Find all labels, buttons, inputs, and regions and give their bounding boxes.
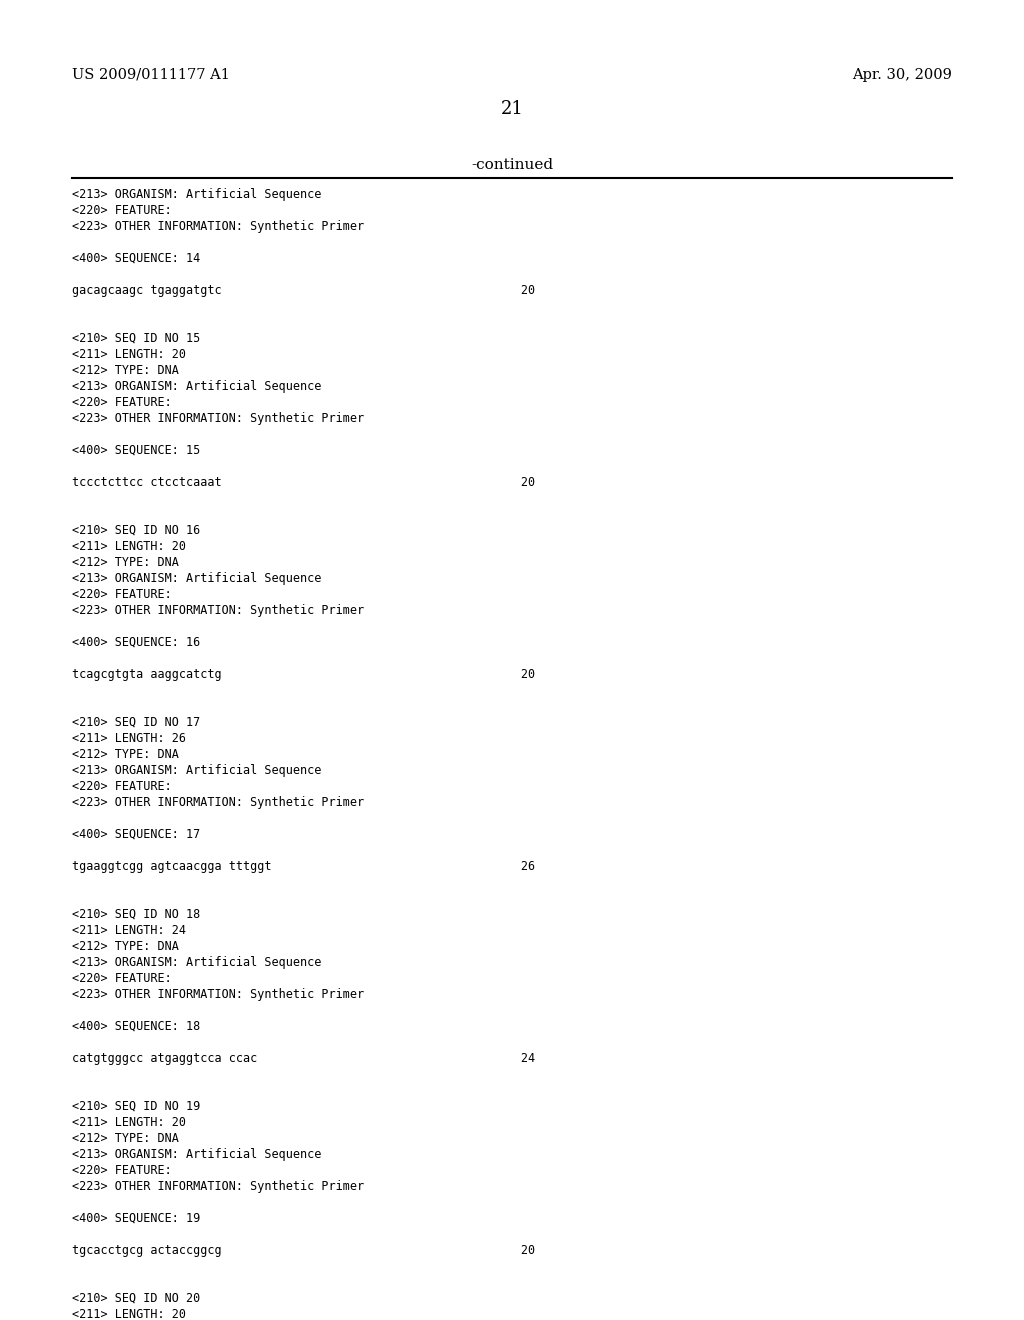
Text: <400> SEQUENCE: 19: <400> SEQUENCE: 19 [72,1212,201,1225]
Text: <220> FEATURE:: <220> FEATURE: [72,780,172,793]
Text: tcagcgtgta aaggcatctg                                          20: tcagcgtgta aaggcatctg 20 [72,668,536,681]
Text: <210> SEQ ID NO 19: <210> SEQ ID NO 19 [72,1100,201,1113]
Text: <213> ORGANISM: Artificial Sequence: <213> ORGANISM: Artificial Sequence [72,1148,322,1162]
Text: <223> OTHER INFORMATION: Synthetic Primer: <223> OTHER INFORMATION: Synthetic Prime… [72,1180,365,1193]
Text: <210> SEQ ID NO 15: <210> SEQ ID NO 15 [72,333,201,345]
Text: <212> TYPE: DNA: <212> TYPE: DNA [72,1133,179,1144]
Text: <400> SEQUENCE: 14: <400> SEQUENCE: 14 [72,252,201,265]
Text: gacagcaagc tgaggatgtc                                          20: gacagcaagc tgaggatgtc 20 [72,284,536,297]
Text: <220> FEATURE:: <220> FEATURE: [72,205,172,216]
Text: <212> TYPE: DNA: <212> TYPE: DNA [72,940,179,953]
Text: <210> SEQ ID NO 20: <210> SEQ ID NO 20 [72,1292,201,1305]
Text: <210> SEQ ID NO 18: <210> SEQ ID NO 18 [72,908,201,921]
Text: <220> FEATURE:: <220> FEATURE: [72,972,172,985]
Text: <400> SEQUENCE: 17: <400> SEQUENCE: 17 [72,828,201,841]
Text: <223> OTHER INFORMATION: Synthetic Primer: <223> OTHER INFORMATION: Synthetic Prime… [72,987,365,1001]
Text: <213> ORGANISM: Artificial Sequence: <213> ORGANISM: Artificial Sequence [72,380,322,393]
Text: <213> ORGANISM: Artificial Sequence: <213> ORGANISM: Artificial Sequence [72,572,322,585]
Text: -continued: -continued [471,158,553,172]
Text: <210> SEQ ID NO 17: <210> SEQ ID NO 17 [72,715,201,729]
Text: <211> LENGTH: 26: <211> LENGTH: 26 [72,733,186,744]
Text: <211> LENGTH: 20: <211> LENGTH: 20 [72,1115,186,1129]
Text: <211> LENGTH: 24: <211> LENGTH: 24 [72,924,186,937]
Text: <220> FEATURE:: <220> FEATURE: [72,396,172,409]
Text: <213> ORGANISM: Artificial Sequence: <213> ORGANISM: Artificial Sequence [72,187,322,201]
Text: tccctcttcc ctcctcaaat                                          20: tccctcttcc ctcctcaaat 20 [72,477,536,488]
Text: <212> TYPE: DNA: <212> TYPE: DNA [72,556,179,569]
Text: tgcacctgcg actaccggcg                                          20: tgcacctgcg actaccggcg 20 [72,1243,536,1257]
Text: <213> ORGANISM: Artificial Sequence: <213> ORGANISM: Artificial Sequence [72,956,322,969]
Text: <211> LENGTH: 20: <211> LENGTH: 20 [72,348,186,360]
Text: <223> OTHER INFORMATION: Synthetic Primer: <223> OTHER INFORMATION: Synthetic Prime… [72,220,365,234]
Text: <210> SEQ ID NO 16: <210> SEQ ID NO 16 [72,524,201,537]
Text: <223> OTHER INFORMATION: Synthetic Primer: <223> OTHER INFORMATION: Synthetic Prime… [72,796,365,809]
Text: <211> LENGTH: 20: <211> LENGTH: 20 [72,540,186,553]
Text: <223> OTHER INFORMATION: Synthetic Primer: <223> OTHER INFORMATION: Synthetic Prime… [72,412,365,425]
Text: <211> LENGTH: 20: <211> LENGTH: 20 [72,1308,186,1320]
Text: <212> TYPE: DNA: <212> TYPE: DNA [72,748,179,762]
Text: <223> OTHER INFORMATION: Synthetic Primer: <223> OTHER INFORMATION: Synthetic Prime… [72,605,365,616]
Text: <220> FEATURE:: <220> FEATURE: [72,587,172,601]
Text: 21: 21 [501,100,523,117]
Text: <213> ORGANISM: Artificial Sequence: <213> ORGANISM: Artificial Sequence [72,764,322,777]
Text: <400> SEQUENCE: 16: <400> SEQUENCE: 16 [72,636,201,649]
Text: Apr. 30, 2009: Apr. 30, 2009 [852,69,952,82]
Text: <400> SEQUENCE: 18: <400> SEQUENCE: 18 [72,1020,201,1034]
Text: US 2009/0111177 A1: US 2009/0111177 A1 [72,69,229,82]
Text: <220> FEATURE:: <220> FEATURE: [72,1164,172,1177]
Text: <212> TYPE: DNA: <212> TYPE: DNA [72,364,179,378]
Text: catgtgggcc atgaggtcca ccac                                     24: catgtgggcc atgaggtcca ccac 24 [72,1052,536,1065]
Text: tgaaggtcgg agtcaacgga tttggt                                   26: tgaaggtcgg agtcaacgga tttggt 26 [72,861,536,873]
Text: <400> SEQUENCE: 15: <400> SEQUENCE: 15 [72,444,201,457]
